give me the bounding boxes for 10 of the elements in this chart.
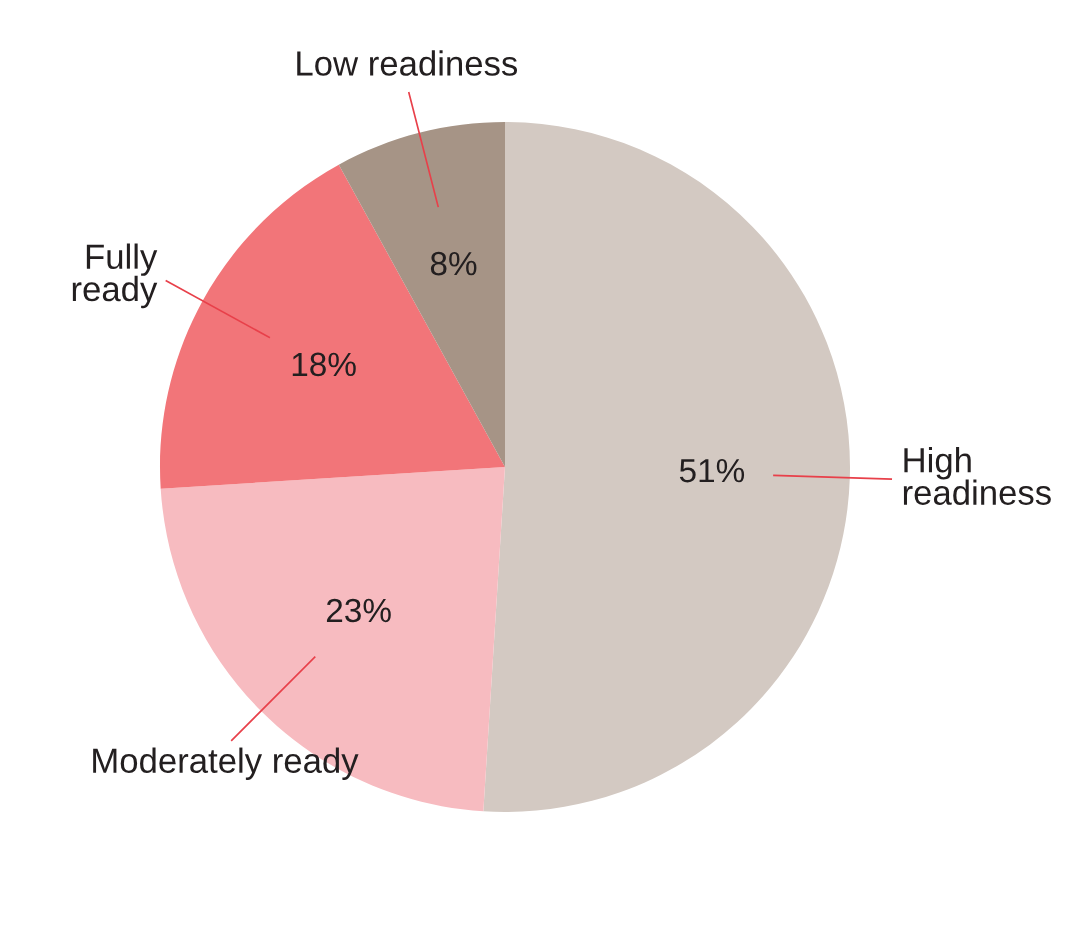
data-label: 51% (679, 458, 745, 483)
data-label: 18% (292, 352, 356, 377)
slice-label: Fully ready (72, 243, 158, 309)
slice-label: Low readiness (297, 50, 518, 76)
pie-slice (160, 164, 505, 489)
slice-label: Moderately ready (93, 747, 359, 780)
data-label: 23% (326, 598, 391, 623)
slice-label: High readiness (903, 447, 1051, 505)
data-label: 8% (430, 251, 477, 276)
pie-slice (483, 122, 850, 812)
